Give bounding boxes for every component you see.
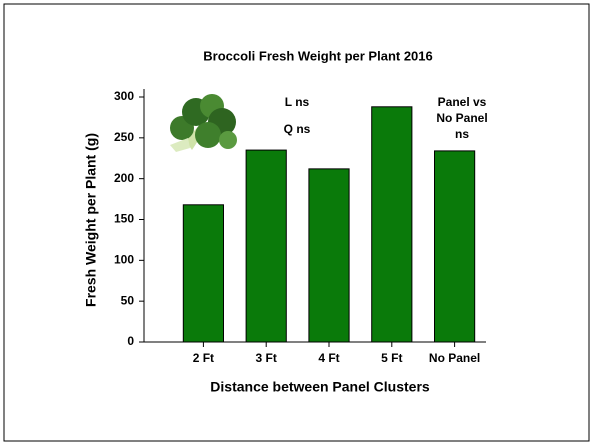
annotation: Q ns (284, 122, 311, 136)
y-tick-label: 50 (121, 293, 135, 307)
x-tick-label: 4 Ft (318, 351, 339, 365)
y-tick-label: 300 (114, 89, 134, 103)
x-tick-label: 3 Ft (256, 351, 277, 365)
bar (245, 149, 287, 343)
y-tick-label: 100 (114, 253, 134, 267)
annotation: L ns (285, 95, 310, 109)
bar (434, 150, 476, 343)
annotation: No Panel (436, 111, 487, 125)
x-tick-label: 5 Ft (381, 351, 402, 365)
x-tick-label: 2 Ft (193, 351, 214, 365)
slide-frame (3, 3, 590, 442)
y-tick-label: 200 (114, 171, 134, 185)
bar (371, 106, 413, 343)
y-tick-label: 250 (114, 130, 134, 144)
y-tick-label: 0 (127, 334, 134, 348)
bar (182, 204, 224, 343)
chart-title: Broccoli Fresh Weight per Plant 2016 (203, 48, 433, 63)
x-axis-label: Distance between Panel Clusters (210, 379, 430, 395)
annotation: Panel vs (438, 95, 487, 109)
x-tick-label: No Panel (429, 351, 480, 365)
annotation: ns (455, 127, 469, 141)
y-axis-label: Fresh Weight per Plant (g) (83, 133, 99, 307)
y-tick-label: 150 (114, 212, 134, 226)
bar (308, 168, 350, 343)
broccoli-image (170, 94, 237, 152)
